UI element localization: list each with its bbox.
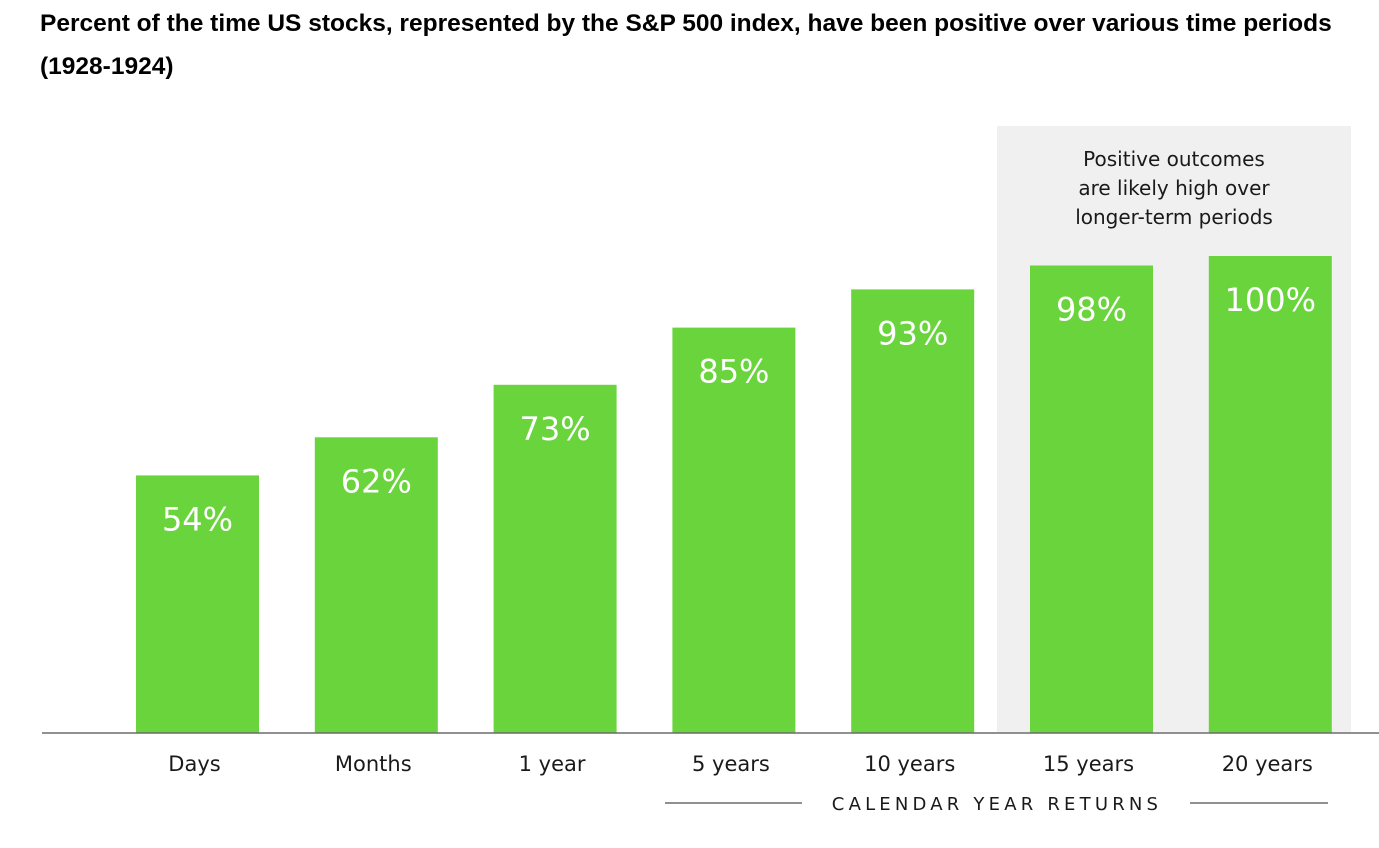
category-labels: Days Months 1 year 5 years 10 years 15 years 2…: [168, 752, 1313, 776]
bar-value-label-10-years: 93%: [877, 314, 948, 352]
bar-months: [314, 437, 438, 733]
category-label-months: Months: [335, 752, 412, 776]
category-label-10-years: 10 years: [864, 752, 955, 776]
bar-value-label-15-years: 98%: [1056, 291, 1127, 329]
category-label-5-years: 5 years: [692, 752, 770, 776]
annotation-line: are likely high over: [1078, 176, 1270, 200]
annotation-line: Positive outcomes: [1083, 147, 1265, 171]
x-axis-caption: CALENDAR YEAR RETURNS: [832, 794, 1162, 815]
bar-1-year: [493, 384, 617, 733]
bars-group: 54% 62% 73% 85% 93% 98% 100%: [136, 256, 1332, 733]
bar-value-label-months: 62%: [341, 462, 412, 500]
category-label-15-years: 15 years: [1043, 752, 1134, 776]
bar-value-label-days: 54%: [162, 500, 233, 538]
bar-5-years: [672, 327, 796, 733]
bar-10-years: [851, 289, 975, 733]
bar-15-years: [1030, 265, 1153, 733]
bar-days: [136, 475, 259, 733]
bar-value-label-1-year: 73%: [520, 410, 591, 448]
category-label-days: Days: [168, 752, 220, 776]
annotation-line: longer-term periods: [1075, 205, 1273, 229]
category-label-20-years: 20 years: [1222, 752, 1313, 776]
category-label-1-year: 1 year: [519, 752, 586, 776]
bar-20-years: [1208, 256, 1332, 733]
annotation-note: Positive outcomes are likely high over lon…: [1075, 147, 1273, 229]
bar-value-label-5-years: 85%: [698, 353, 769, 391]
bar-value-label-20-years: 100%: [1225, 281, 1316, 319]
chart-title: Percent of the time US stocks, represent…: [40, 10, 1332, 80]
